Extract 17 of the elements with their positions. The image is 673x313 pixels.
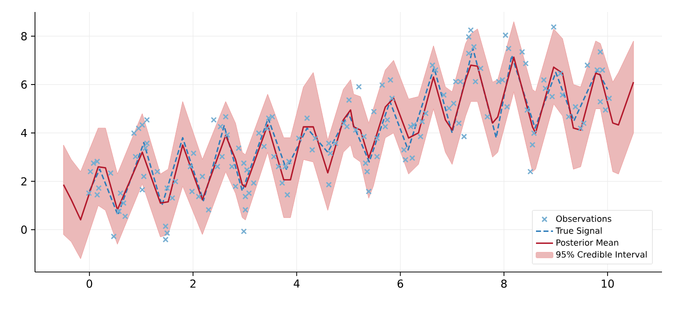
x-tick-label: 2 <box>190 280 196 288</box>
y-tick-label: 8 <box>21 32 27 40</box>
y-tick-label: 0 <box>21 226 27 234</box>
y-tick-label: 2 <box>21 177 26 186</box>
y-tick-label: 6 <box>21 80 27 89</box>
legend-label: 95% Credible Interval <box>556 251 647 258</box>
legend-label: True Signal <box>556 227 602 236</box>
y-tick-label: 4 <box>21 128 27 137</box>
legend-label: Observations <box>556 215 612 222</box>
line-series <box>88 48 608 216</box>
line-series <box>62 56 634 220</box>
x-tick-label: 10 <box>602 280 614 288</box>
x-tick-label: 6 <box>398 280 404 288</box>
legend-label: Posterior Mean <box>556 239 618 246</box>
x-tick-label: 8 <box>501 280 507 288</box>
x-tick-label: 0 <box>86 280 92 288</box>
x-tick-label: 4 <box>294 280 300 288</box>
